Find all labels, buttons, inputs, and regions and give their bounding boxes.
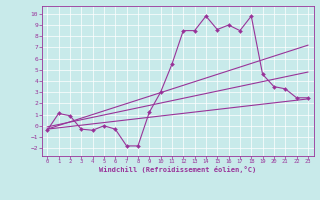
X-axis label: Windchill (Refroidissement éolien,°C): Windchill (Refroidissement éolien,°C) [99,166,256,173]
